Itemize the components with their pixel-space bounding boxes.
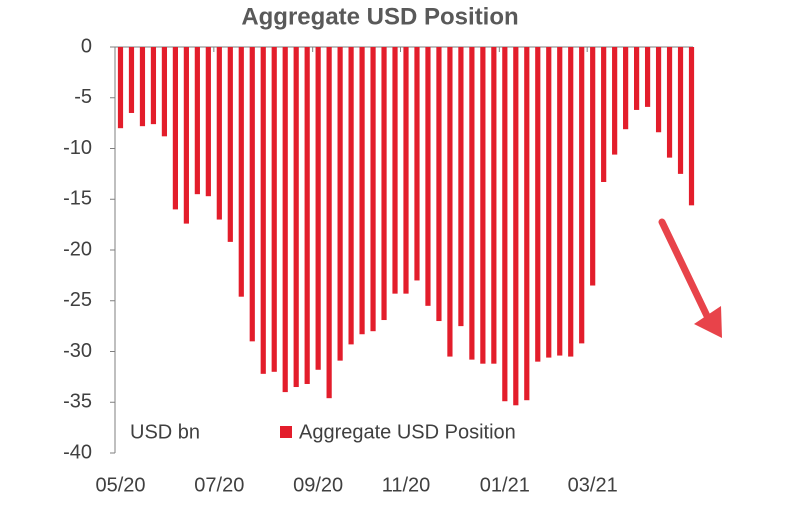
bar <box>238 47 244 297</box>
bar <box>590 47 596 286</box>
bar <box>425 47 431 306</box>
bar <box>381 47 387 321</box>
bar <box>205 47 211 197</box>
bar <box>359 47 365 335</box>
bar <box>183 47 189 224</box>
bar <box>579 47 585 344</box>
bar <box>117 47 124 129</box>
bar <box>392 47 398 294</box>
bar <box>447 47 453 357</box>
bar <box>644 47 651 107</box>
bar <box>337 47 343 361</box>
bar <box>469 47 475 360</box>
x-tick-label: 03/21 <box>568 474 618 496</box>
y-tick-label: -10 <box>63 137 92 159</box>
bar <box>688 47 695 206</box>
y-tick-label: -15 <box>63 188 92 210</box>
bar <box>568 47 574 357</box>
x-tick-label: 01/21 <box>480 474 530 496</box>
bar <box>436 47 442 322</box>
bar <box>282 47 288 393</box>
y-tick-label: -35 <box>63 391 92 413</box>
bar <box>348 47 354 345</box>
bar <box>161 47 168 137</box>
bar <box>655 47 662 133</box>
bar <box>546 47 552 358</box>
bar <box>458 47 464 327</box>
bar <box>677 47 684 174</box>
bar <box>271 47 277 372</box>
bar <box>172 47 178 210</box>
bar <box>491 47 497 364</box>
arrow <box>658 218 722 338</box>
x-tick-label: 07/20 <box>194 474 244 496</box>
bar <box>194 47 200 195</box>
y-tick-label: -20 <box>63 238 92 260</box>
bar <box>403 47 409 294</box>
bar <box>139 47 146 127</box>
bar <box>216 47 222 220</box>
x-tick-label: 05/20 <box>95 474 145 496</box>
y-tick-label: -40 <box>63 441 92 463</box>
annotation: USD bn <box>130 421 200 443</box>
bar <box>557 47 563 356</box>
bar <box>304 47 310 384</box>
bar <box>315 47 321 370</box>
x-tick-label: 09/20 <box>293 474 343 496</box>
bar <box>502 47 508 402</box>
bar <box>227 47 233 242</box>
x-tick-label: 11/20 <box>382 474 431 496</box>
bar <box>480 47 486 364</box>
bar <box>128 47 135 113</box>
y-tick-label: 0 <box>81 35 92 57</box>
bar <box>260 47 266 374</box>
bar <box>634 47 640 110</box>
legend-label: Aggregate USD Position <box>299 421 516 443</box>
legend-swatch <box>280 426 292 438</box>
bar <box>326 47 332 399</box>
bar <box>535 47 541 362</box>
bar <box>601 47 607 182</box>
bar <box>524 47 530 401</box>
bar <box>513 47 519 406</box>
bar <box>623 47 629 130</box>
y-tick-label: -5 <box>74 86 92 108</box>
y-tick-label: -30 <box>63 340 92 362</box>
bar <box>249 47 255 342</box>
chart-title: Aggregate USD Position <box>241 3 518 30</box>
bar <box>370 47 376 332</box>
bar <box>150 47 157 125</box>
bar <box>414 47 420 281</box>
bar <box>612 47 618 155</box>
bar <box>293 47 299 388</box>
y-tick-label: -25 <box>63 289 92 311</box>
bar <box>666 47 673 158</box>
